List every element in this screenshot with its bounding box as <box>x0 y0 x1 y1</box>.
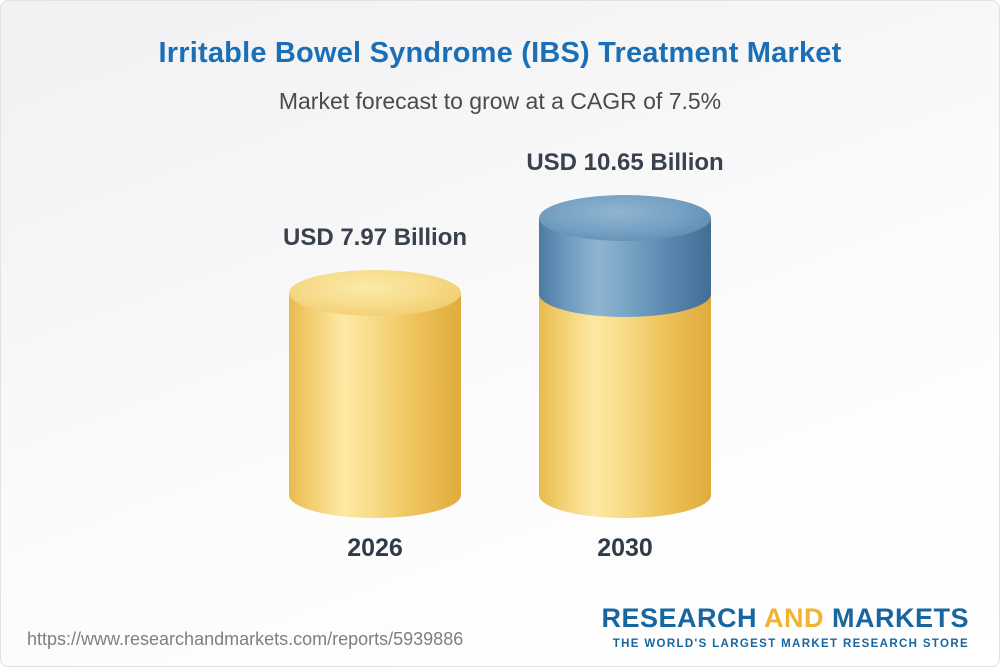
title-block: Irritable Bowel Syndrome (IBS) Treatment… <box>1 37 999 115</box>
logo-wordmark: RESEARCH AND MARKETS <box>601 603 969 634</box>
bar-group-2030: USD 10.65 Billion 2030 <box>526 149 723 563</box>
logo-word-and: AND <box>763 603 824 633</box>
bar-group-2026: USD 7.97 Billion 2026 <box>283 224 467 563</box>
logo-tagline: THE WORLD'S LARGEST MARKET RESEARCH STOR… <box>612 638 969 650</box>
footer: https://www.researchandmarkets.com/repor… <box>1 603 999 666</box>
x-axis-label-2026: 2026 <box>347 534 403 562</box>
base-segment-body <box>539 294 711 518</box>
bar-area: USD 7.97 Billion 2026 USD 10.65 Billion … <box>1 1 999 563</box>
cylinder-2030 <box>539 195 711 518</box>
chart-subtitle: Market forecast to grow at a CAGR of 7.5… <box>278 88 722 114</box>
cylinder-2026-top-ellipse <box>289 270 461 316</box>
logo-research-and-markets: RESEARCH AND MARKETS THE WORLD'S LARGEST… <box>601 603 969 650</box>
cylinder-2026 <box>289 270 461 518</box>
logo-word-research: RESEARCH <box>601 603 757 633</box>
value-label-2030: USD 10.65 Billion <box>526 149 724 176</box>
value-label-2026: USD 7.97 Billion <box>282 224 468 251</box>
logo-word-markets: MARKETS <box>832 603 969 633</box>
cylinder-2026-body <box>289 293 461 518</box>
chart-title: Irritable Bowel Syndrome (IBS) Treatment… <box>158 37 842 69</box>
cylinder-2030-top-ellipse <box>539 195 711 241</box>
source-url[interactable]: https://www.researchandmarkets.com/repor… <box>27 629 464 649</box>
x-axis-label-2030: 2030 <box>597 534 653 562</box>
